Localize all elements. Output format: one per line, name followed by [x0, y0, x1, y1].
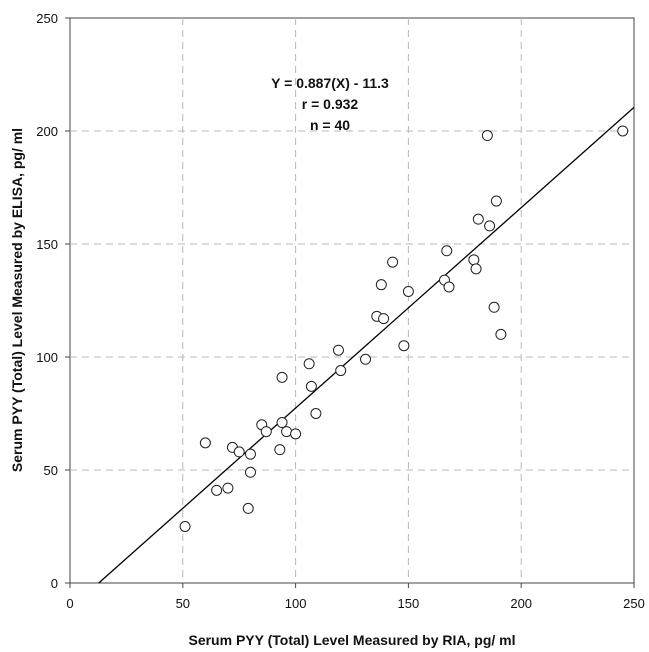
data-point — [398, 340, 410, 352]
data-point — [443, 281, 455, 293]
data-point — [211, 484, 223, 496]
y-tick-label: 200 — [36, 124, 58, 139]
x-tick-label: 250 — [623, 596, 645, 611]
data-point — [290, 428, 302, 440]
data-point — [335, 365, 347, 377]
y-tick-label: 0 — [51, 576, 58, 591]
data-point — [617, 125, 629, 137]
y-tick-label: 150 — [36, 237, 58, 252]
data-point — [441, 245, 453, 257]
data-point — [375, 279, 387, 291]
data-points — [179, 125, 629, 532]
data-point — [222, 482, 234, 494]
x-tick-label: 0 — [66, 596, 73, 611]
r-annotation: r = 0.932 — [302, 96, 359, 112]
data-point — [468, 254, 480, 266]
n-annotation: n = 40 — [310, 117, 350, 133]
tick-marks — [65, 17, 635, 588]
grid-lines — [70, 18, 634, 583]
data-point — [276, 417, 288, 429]
data-point — [488, 301, 500, 313]
y-axis-title: Serum PYY (Total) Level Measured by ELIS… — [9, 128, 25, 472]
data-point — [470, 263, 482, 275]
data-point — [332, 344, 344, 356]
x-axis-title: Serum PYY (Total) Level Measured by RIA,… — [188, 632, 515, 648]
data-point — [274, 444, 286, 456]
y-tick-label: 100 — [36, 350, 58, 365]
data-point — [378, 313, 390, 325]
x-tick-label: 150 — [398, 596, 420, 611]
data-point — [303, 358, 315, 370]
data-point — [402, 285, 414, 297]
data-point — [490, 195, 502, 207]
y-tick-labels: 0 50 100 150 200 250 — [36, 11, 58, 591]
data-point — [260, 426, 272, 438]
x-tick-label: 200 — [510, 596, 532, 611]
regression-line — [98, 106, 635, 584]
y-tick-label: 250 — [36, 11, 58, 26]
data-point — [244, 466, 256, 478]
equation-annotation: Y = 0.887(X) - 11.3 — [271, 75, 389, 91]
data-point — [472, 213, 484, 225]
x-tick-labels: 0 50 100 150 200 250 — [66, 596, 644, 611]
data-point — [233, 446, 245, 458]
data-point — [481, 130, 493, 142]
data-point — [199, 437, 211, 449]
data-point — [360, 353, 372, 365]
data-point — [179, 521, 191, 532]
data-point — [495, 328, 507, 340]
data-point — [276, 371, 288, 383]
data-point — [305, 380, 317, 392]
data-point — [310, 408, 322, 419]
x-tick-label: 50 — [176, 596, 190, 611]
x-tick-label: 100 — [285, 596, 307, 611]
data-point — [244, 448, 256, 460]
plot-area-frame — [69, 17, 635, 584]
data-point — [242, 502, 254, 514]
y-tick-label: 50 — [44, 463, 58, 478]
data-point — [484, 220, 496, 232]
data-point — [281, 426, 293, 438]
data-point — [387, 256, 399, 268]
